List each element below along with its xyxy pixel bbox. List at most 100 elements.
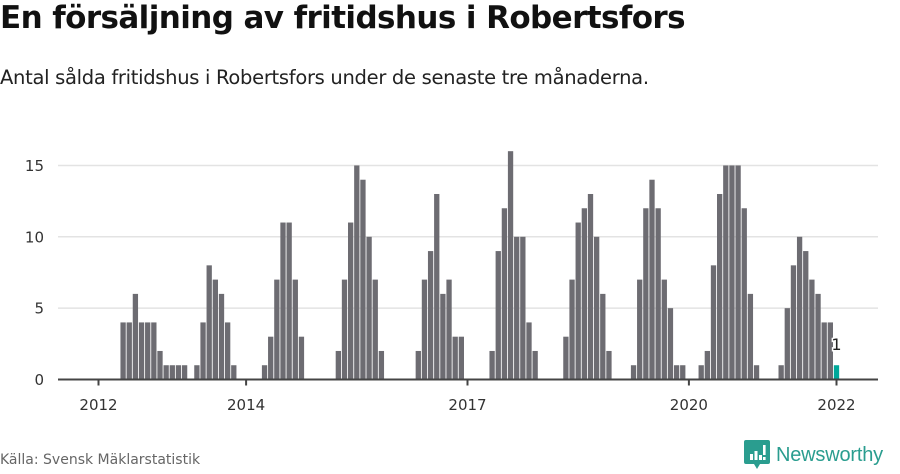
bar — [415, 350, 421, 380]
bar — [501, 208, 508, 380]
bar — [495, 251, 501, 380]
bar — [803, 251, 809, 380]
bar — [231, 365, 237, 380]
bar — [680, 365, 686, 380]
bar — [753, 365, 760, 380]
bar — [163, 365, 169, 380]
bar — [587, 193, 594, 380]
x-tick-label: 2020 — [670, 396, 708, 414]
bar — [796, 236, 803, 380]
bar — [126, 322, 132, 380]
bar — [354, 165, 360, 380]
bar — [194, 365, 200, 380]
bar — [212, 279, 218, 380]
bar — [821, 322, 827, 380]
bar — [427, 251, 434, 380]
bar — [532, 350, 538, 380]
bar — [630, 365, 637, 380]
bar — [268, 336, 274, 380]
bar — [784, 308, 790, 380]
bar — [274, 279, 280, 380]
bar — [292, 279, 298, 380]
bar — [655, 208, 661, 380]
y-axis-labels: 0 5 10 15 — [25, 157, 44, 389]
bar — [741, 208, 747, 380]
bar — [218, 293, 225, 380]
bar — [717, 193, 723, 380]
bar — [120, 322, 126, 380]
last-value-label: 1 — [831, 335, 841, 354]
bar — [132, 293, 139, 380]
bar — [815, 293, 821, 380]
y-tick-label: 15 — [25, 157, 44, 175]
bar — [569, 279, 575, 380]
chart-subtitle: Antal sålda fritidshus i Robertsfors und… — [0, 66, 649, 89]
bar — [446, 279, 452, 380]
bar — [151, 322, 157, 380]
bar — [575, 222, 581, 380]
bar — [723, 165, 729, 380]
bar — [489, 350, 495, 380]
bar — [673, 365, 680, 380]
newsworthy-logo-icon — [744, 440, 770, 469]
bar — [600, 293, 606, 380]
x-tick-label: 2012 — [79, 396, 117, 414]
bar — [729, 165, 735, 380]
newsworthy-logo[interactable]: Newsworthy — [744, 440, 883, 470]
bar — [335, 350, 341, 380]
bar — [735, 165, 741, 380]
brand-name: Newsworthy — [776, 443, 883, 466]
bar — [175, 365, 182, 380]
bar — [378, 350, 385, 380]
gridlines — [58, 164, 878, 309]
source-note: Källa: Svensk Mäklarstatistik — [0, 452, 201, 468]
bars — [120, 151, 840, 380]
y-tick-label: 0 — [34, 371, 44, 389]
bar — [286, 222, 292, 380]
x-axis — [58, 378, 878, 386]
bar — [138, 322, 145, 380]
bar — [452, 336, 458, 380]
bar — [225, 322, 231, 380]
bar — [434, 193, 440, 380]
bar — [440, 293, 446, 380]
bar — [581, 208, 587, 380]
bar — [667, 308, 674, 380]
bar — [206, 265, 212, 380]
bar — [606, 350, 612, 380]
bar — [747, 293, 754, 380]
bar — [145, 322, 151, 380]
chart-title: En försäljning av fritidshus i Robertsfo… — [0, 0, 686, 36]
x-tick-label: 2022 — [817, 396, 855, 414]
bar — [372, 279, 378, 380]
bar — [778, 365, 784, 380]
bar — [809, 279, 815, 380]
bar — [649, 179, 655, 380]
bar — [421, 279, 428, 380]
bar — [698, 365, 704, 380]
bar — [637, 279, 643, 380]
bar — [348, 222, 354, 380]
bar — [200, 322, 206, 380]
x-tick-label: 2017 — [448, 396, 486, 414]
bar — [526, 322, 532, 380]
last-value-annotation: 1 — [830, 334, 843, 356]
bar — [710, 265, 717, 380]
bar — [790, 265, 797, 380]
bar — [827, 322, 833, 380]
y-tick-label: 10 — [25, 228, 44, 246]
x-axis-labels: 2012 2014 2017 2020 2022 — [79, 396, 855, 414]
bar — [280, 222, 286, 380]
bar — [458, 336, 464, 380]
bar — [298, 336, 305, 380]
bar — [360, 179, 366, 380]
bar — [643, 208, 649, 380]
bar — [661, 279, 667, 380]
bar — [520, 236, 526, 380]
bar — [507, 151, 514, 380]
bar-latest — [833, 365, 840, 380]
bar — [514, 236, 520, 380]
bar — [704, 350, 710, 380]
bar — [181, 365, 188, 380]
